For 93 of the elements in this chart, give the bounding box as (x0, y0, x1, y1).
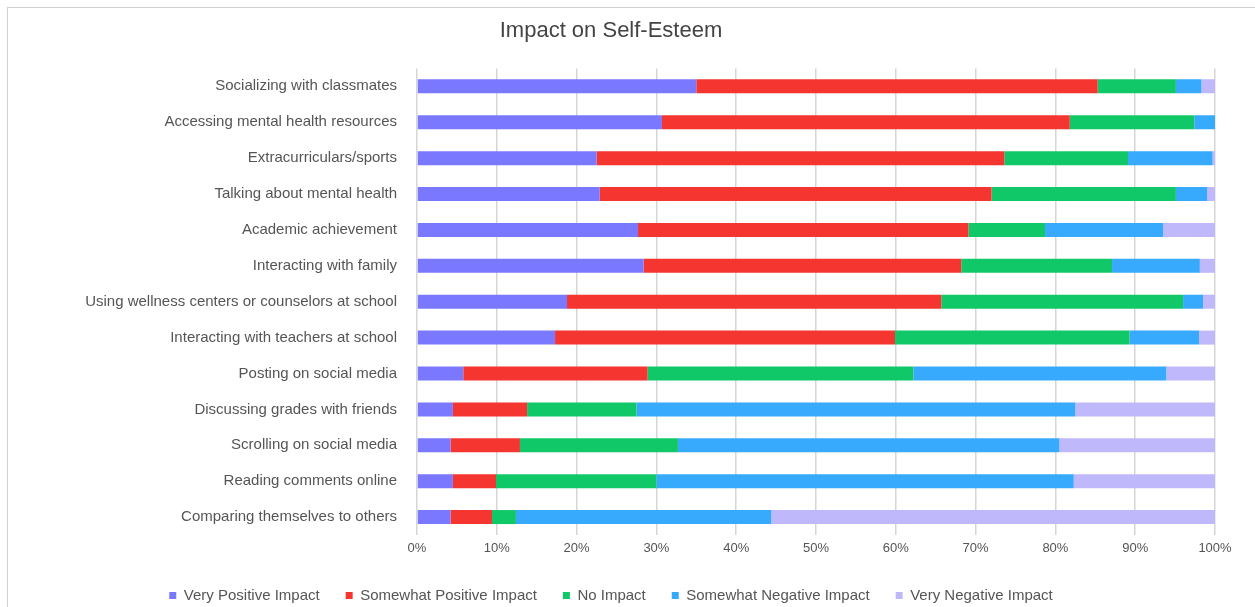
bar (417, 402, 453, 417)
x-tick-label: 100% (1198, 540, 1233, 556)
y-tick-label: Using wellness centers or counselors at school (85, 291, 397, 309)
bar (1199, 330, 1215, 345)
bar (417, 222, 639, 237)
bar (636, 402, 1076, 417)
bar (968, 222, 1046, 237)
legend-label: Very Positive Impact (183, 585, 321, 603)
bar (1199, 258, 1215, 273)
bar (913, 366, 1167, 381)
y-tick-label: Posting on social media (238, 363, 398, 381)
y-tick-label: Discussing grades with friends (194, 399, 397, 417)
bar (1128, 151, 1213, 166)
bar (599, 187, 992, 202)
bar (417, 115, 662, 130)
y-tick-label: Socializing with classmates (215, 76, 397, 94)
bar (1069, 115, 1195, 130)
bar (1207, 187, 1215, 202)
bar (1183, 294, 1204, 309)
bar (417, 294, 568, 309)
bar (417, 510, 451, 525)
legend-label: Somewhat Positive Impact (360, 585, 538, 603)
bar (567, 294, 942, 309)
x-tick-label: 50% (802, 540, 830, 556)
x-tick-label: 60% (882, 540, 910, 556)
bar (450, 438, 520, 453)
y-tick-label: Scrolling on social media (231, 435, 398, 453)
bar (452, 474, 496, 489)
y-tick-label: Academic achievement (241, 220, 398, 238)
x-tick-label: 70% (962, 540, 990, 556)
bar (661, 115, 1070, 130)
bar (417, 79, 697, 94)
bar (417, 258, 644, 273)
bar (643, 258, 962, 273)
bar (895, 330, 1130, 345)
legend-label: Somewhat Negative Impact (686, 585, 871, 603)
bar (677, 438, 1060, 453)
bar (555, 330, 895, 345)
x-tick-label: 90% (1122, 540, 1149, 556)
y-tick-label: Extracurriculars/sports (247, 148, 397, 166)
bar (515, 510, 772, 525)
bar (496, 474, 657, 489)
bar (696, 79, 1098, 94)
bar (647, 366, 914, 381)
bar (527, 402, 637, 417)
bar (452, 402, 528, 417)
bar (1175, 187, 1208, 202)
bar (1045, 222, 1164, 237)
bar (1201, 79, 1215, 94)
x-tick-label: 10% (483, 540, 511, 556)
bar (1175, 79, 1202, 94)
x-tick-label: 0% (407, 540, 427, 556)
bar (417, 366, 464, 381)
bar (941, 294, 1184, 309)
bar (1075, 402, 1215, 417)
chart-title: Impact on Self-Esteem (499, 17, 723, 43)
bar (1194, 115, 1215, 130)
y-tick-label: Interacting with teachers at school (170, 327, 397, 345)
bar (991, 187, 1176, 202)
bar (1203, 294, 1215, 309)
bar (463, 366, 648, 381)
y-tick-label: Reading comments online (223, 471, 397, 489)
bar (450, 510, 493, 525)
legend-label: Very Negative Impact (910, 585, 1054, 603)
y-tick-label: Accessing mental health resources (164, 112, 397, 130)
x-tick-label: 30% (643, 540, 670, 556)
bar (656, 474, 1074, 489)
bar (1163, 222, 1215, 237)
bar (417, 438, 451, 453)
y-tick-label: Comparing themselves to others (181, 507, 397, 525)
bar (1004, 151, 1129, 166)
bar (1097, 79, 1176, 94)
bar (417, 151, 597, 166)
y-tick-label: Interacting with family (252, 255, 398, 273)
bar (1059, 438, 1215, 453)
x-tick-label: 40% (723, 540, 750, 556)
x-tick-label: 80% (1042, 540, 1069, 556)
bar (1112, 258, 1200, 273)
y-tick-label: Talking about mental health (214, 184, 397, 202)
bar (596, 151, 1005, 166)
bar (417, 187, 600, 202)
bar (519, 438, 678, 453)
bar (1166, 366, 1215, 381)
bar (961, 258, 1113, 273)
x-tick-label: 20% (563, 540, 591, 556)
bar (1129, 330, 1200, 345)
bar (771, 510, 1215, 525)
bar (1073, 474, 1215, 489)
bar (417, 474, 453, 489)
bar (638, 222, 969, 237)
legend-label: No Impact (577, 585, 647, 603)
bar (492, 510, 516, 525)
bar (417, 330, 556, 345)
